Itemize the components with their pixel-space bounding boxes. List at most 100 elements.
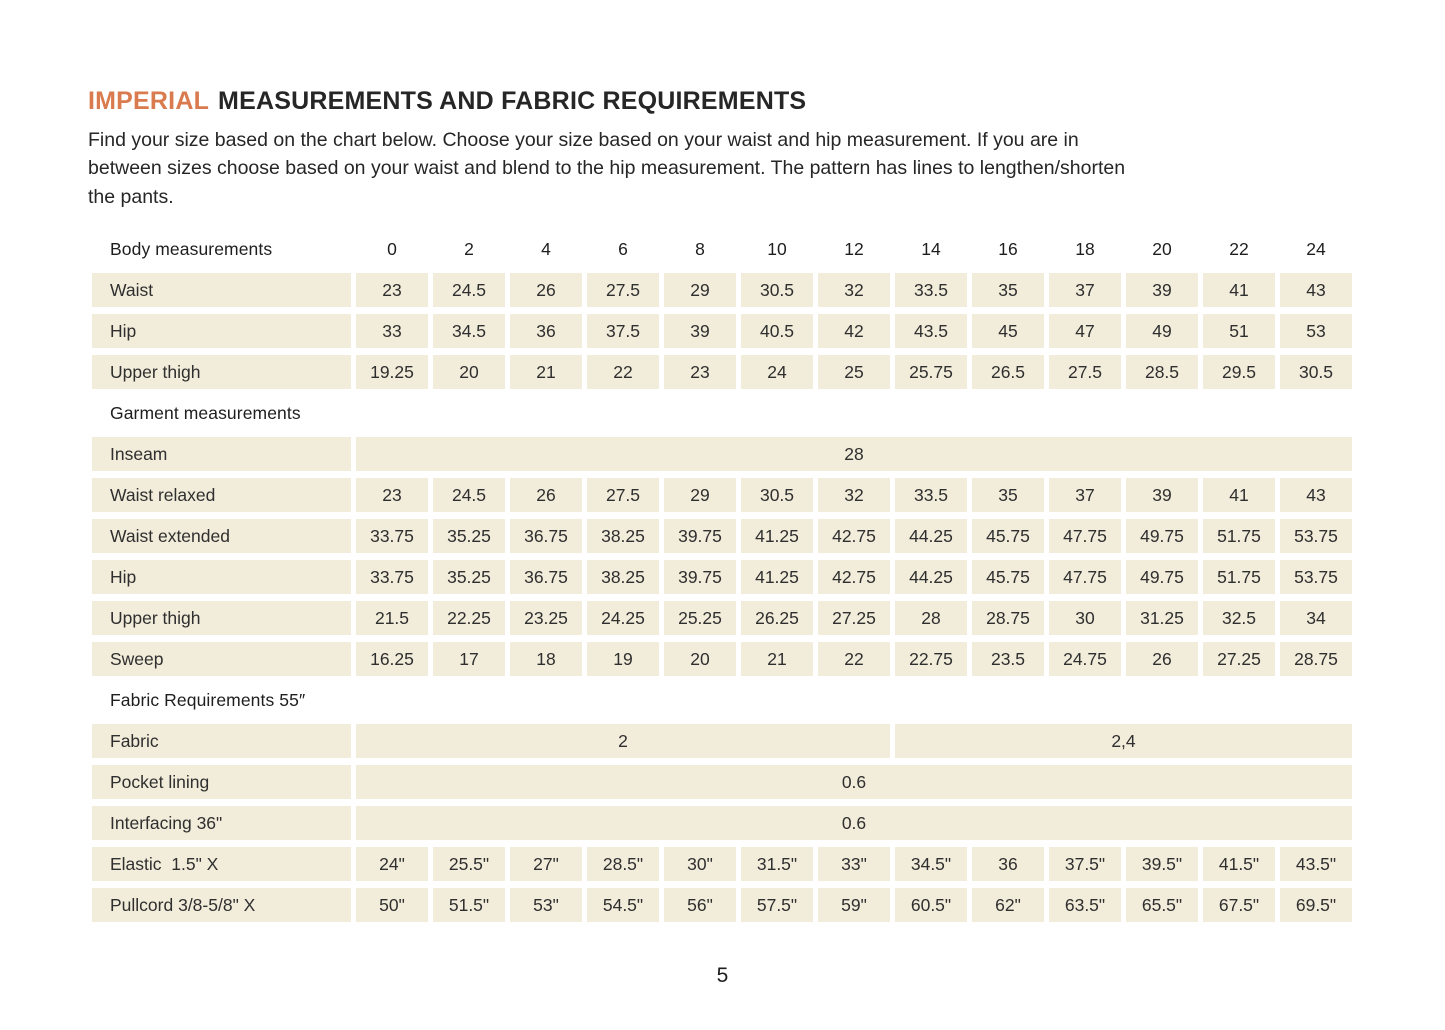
value-cell: 32 <box>818 478 890 512</box>
value-cell: 54.5" <box>587 888 659 922</box>
value-cell: 42.75 <box>818 519 890 553</box>
value-cell: 32.5 <box>1203 601 1275 635</box>
value-cell: 65.5" <box>1126 888 1198 922</box>
value-cell: 26 <box>1126 642 1198 676</box>
value-cell: 22.25 <box>433 601 505 635</box>
value-cell: 43.5" <box>1280 847 1352 881</box>
value-cell: 31.25 <box>1126 601 1198 635</box>
value-cell: 33.75 <box>356 519 428 553</box>
value-cell: 28 <box>895 601 967 635</box>
value-cell: 41 <box>1203 273 1275 307</box>
value-cell: 19 <box>587 642 659 676</box>
value-cell: 62" <box>972 888 1044 922</box>
value-cell: 49.75 <box>1126 560 1198 594</box>
value-cell: 53" <box>510 888 582 922</box>
size-column-header: 22 <box>1229 238 1249 259</box>
value-cell: 37.5" <box>1049 847 1121 881</box>
value-cell: 23.5 <box>972 642 1044 676</box>
value-cell: 32 <box>818 273 890 307</box>
value-cell: 41.25 <box>741 519 813 553</box>
value-cell: 21.5 <box>356 601 428 635</box>
size-column-header: 24 <box>1306 238 1326 259</box>
value-cell: 39 <box>664 314 736 348</box>
value-cell: 16.25 <box>356 642 428 676</box>
value-cell: 51.75 <box>1203 560 1275 594</box>
value-cell: 31.5" <box>741 847 813 881</box>
value-cell: 25.75 <box>895 355 967 389</box>
value-cell: 30 <box>1049 601 1121 635</box>
value-cell: 36 <box>972 847 1044 881</box>
value-cell: 36 <box>510 314 582 348</box>
value-cell: 45 <box>972 314 1044 348</box>
value-cell: 26 <box>510 478 582 512</box>
value-cell: 36.75 <box>510 519 582 553</box>
value-cell: 45.75 <box>972 519 1044 553</box>
value-cell: 44.25 <box>895 560 967 594</box>
value-cell: 36.75 <box>510 560 582 594</box>
value-cell: 20 <box>433 355 505 389</box>
row-label: Fabric <box>92 724 351 758</box>
value-cell: 34.5" <box>895 847 967 881</box>
value-cell: 24 <box>741 355 813 389</box>
value-cell: 23 <box>664 355 736 389</box>
value-cell: 33.5 <box>895 273 967 307</box>
row-label: Waist extended <box>92 519 351 553</box>
size-column-header: 16 <box>998 238 1018 259</box>
value-cell: 41.5" <box>1203 847 1275 881</box>
value-cell: 63.5" <box>1049 888 1121 922</box>
value-cell: 24.5 <box>433 478 505 512</box>
value-cell-span: 2,4 <box>895 724 1352 758</box>
value-cell: 30.5 <box>741 478 813 512</box>
value-cell: 45.75 <box>972 560 1044 594</box>
value-cell: 24" <box>356 847 428 881</box>
page-title: IMPERIAL MEASUREMENTS AND FABRIC REQUIREM… <box>88 87 1356 116</box>
value-cell: 21 <box>510 355 582 389</box>
value-cell: 27.5 <box>1049 355 1121 389</box>
value-cell: 28.75 <box>1280 642 1352 676</box>
row-label: Waist <box>92 273 351 307</box>
value-cell: 39.75 <box>664 519 736 553</box>
value-cell: 23 <box>356 273 428 307</box>
row-label: Upper thigh <box>92 355 351 389</box>
value-cell: 26.5 <box>972 355 1044 389</box>
value-cell: 60.5" <box>895 888 967 922</box>
section-heading-fabric-requirements: Fabric Requirements 55″ <box>110 689 306 710</box>
value-cell: 38.25 <box>587 560 659 594</box>
value-cell: 51.75 <box>1203 519 1275 553</box>
row-label: Upper thigh <box>92 601 351 635</box>
value-cell: 28.75 <box>972 601 1044 635</box>
value-cell: 25 <box>818 355 890 389</box>
value-cell: 22 <box>587 355 659 389</box>
value-cell: 51.5" <box>433 888 505 922</box>
value-cell: 25.5" <box>433 847 505 881</box>
value-cell: 40.5 <box>741 314 813 348</box>
value-cell: 20 <box>664 642 736 676</box>
value-cell: 28.5 <box>1126 355 1198 389</box>
size-chart: Body measurements 0 2 4 6 8 10 12 14 16 18 20 22 24 Wa… <box>92 232 1352 922</box>
value-cell: 35.25 <box>433 560 505 594</box>
page-title-rest: MEASUREMENTS AND FABRIC REQUIREMENTS <box>218 87 807 115</box>
size-column-header: 8 <box>695 238 705 259</box>
value-cell: 23 <box>356 478 428 512</box>
row-label: Elastic 1.5" X <box>92 847 351 881</box>
value-cell: 35 <box>972 478 1044 512</box>
value-cell: 26 <box>510 273 582 307</box>
value-cell: 67.5" <box>1203 888 1275 922</box>
page-title-accent: IMPERIAL <box>88 87 210 115</box>
value-cell: 39 <box>1126 478 1198 512</box>
value-cell: 33 <box>356 314 428 348</box>
value-cell: 41.25 <box>741 560 813 594</box>
value-cell: 18 <box>510 642 582 676</box>
row-label: Hip <box>92 560 351 594</box>
value-cell: 34.5 <box>433 314 505 348</box>
value-cell: 39 <box>1126 273 1198 307</box>
value-cell: 33.75 <box>356 560 428 594</box>
value-cell-span: 28 <box>356 437 1352 471</box>
value-cell: 39.5" <box>1126 847 1198 881</box>
intro-paragraph: Find your size based on the chart below.… <box>88 126 1356 212</box>
value-cell: 26.25 <box>741 601 813 635</box>
row-label: Hip <box>92 314 351 348</box>
value-cell: 69.5" <box>1280 888 1352 922</box>
size-column-header: 2 <box>464 238 474 259</box>
value-cell: 30.5 <box>741 273 813 307</box>
